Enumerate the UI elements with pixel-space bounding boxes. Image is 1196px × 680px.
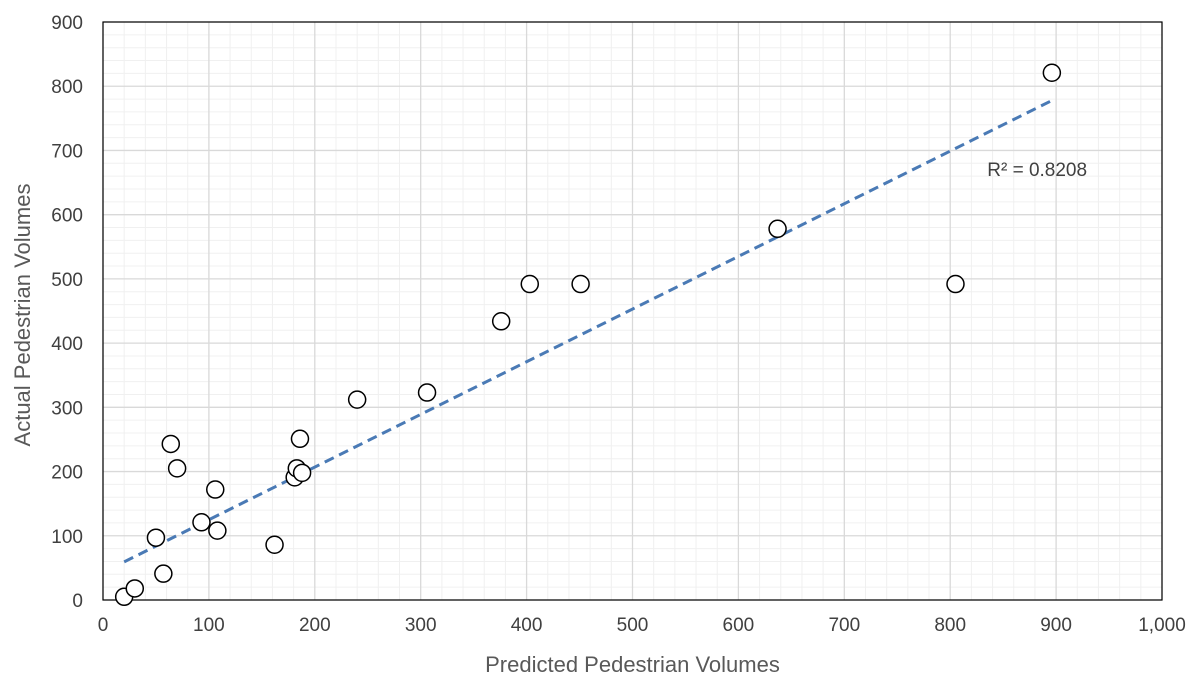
y-tick-label: 700 — [51, 141, 83, 162]
data-point — [292, 463, 312, 483]
data-point — [192, 513, 211, 532]
major-gridlines — [102, 21, 1163, 601]
x-tick-label: 100 — [193, 615, 225, 636]
x-tick-label: 700 — [828, 615, 860, 636]
data-point — [768, 219, 787, 239]
y-tick-label: 900 — [51, 13, 83, 34]
data-point — [520, 274, 540, 294]
x-tick-label: 900 — [1040, 615, 1072, 636]
data-point — [125, 579, 145, 598]
y-axis-tick-labels: 0 100 200 300 400 500 600 700 800 900 — [51, 13, 83, 612]
data-point — [491, 312, 511, 331]
x-tick-label: 400 — [511, 615, 543, 636]
data-point — [265, 535, 284, 555]
y-tick-label: 300 — [51, 398, 83, 419]
y-tick-label: 600 — [51, 206, 83, 227]
r-squared-annotation: R² = 0.8208 — [987, 160, 1087, 181]
data-point — [290, 429, 310, 449]
x-tick-label: 600 — [723, 615, 755, 636]
x-axis-tick-labels: 0 100 200 300 400 500 600 700 800 900 1,000 — [98, 615, 1186, 636]
x-tick-label: 800 — [934, 615, 966, 636]
x-tick-label: 1,000 — [1138, 615, 1186, 636]
data-point — [208, 521, 227, 540]
data-point — [167, 459, 187, 478]
data-points — [114, 63, 1062, 607]
x-tick-label: 0 — [98, 615, 109, 636]
data-point — [146, 528, 166, 547]
data-point — [347, 390, 367, 409]
x-axis-title: Predicted Pedestrian Volumes — [485, 652, 780, 677]
data-point — [946, 274, 965, 294]
y-tick-label: 500 — [51, 270, 83, 291]
y-tick-label: 800 — [51, 77, 83, 98]
plot-area-frame — [102, 21, 1163, 601]
y-tick-label: 100 — [51, 527, 83, 548]
data-point — [161, 434, 181, 454]
data-point — [571, 274, 590, 294]
x-tick-label: 300 — [405, 615, 437, 636]
y-tick-label: 400 — [51, 334, 83, 355]
data-point — [206, 480, 225, 499]
data-point — [154, 564, 173, 583]
data-point — [417, 383, 437, 402]
y-tick-label: 0 — [72, 591, 83, 612]
y-axis-title: Actual Pedestrian Volumes — [10, 184, 35, 447]
linear-trendline — [123, 99, 1053, 564]
data-point — [1042, 63, 1062, 82]
y-tick-label: 200 — [51, 463, 83, 484]
x-tick-label: 200 — [299, 615, 331, 636]
x-tick-label: 500 — [617, 615, 649, 636]
